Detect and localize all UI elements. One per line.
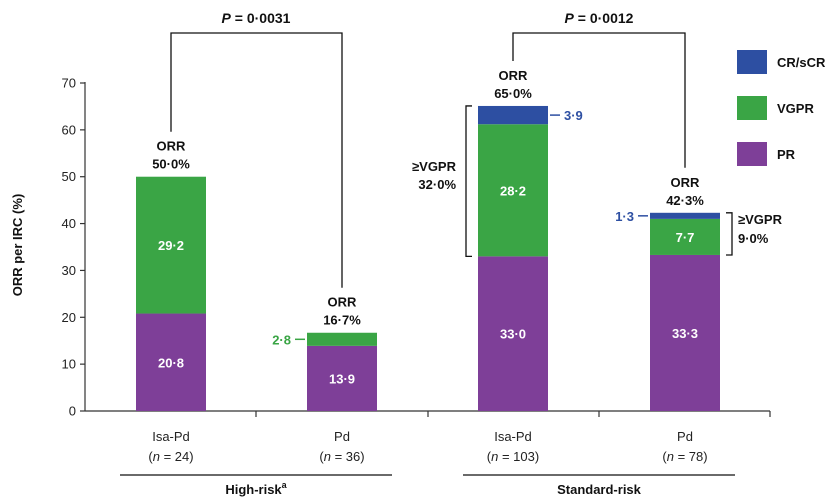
legend-label: CR/sCR bbox=[777, 55, 826, 70]
vgpr-bracket bbox=[465, 105, 472, 258]
orr-value: 16·7% bbox=[323, 313, 361, 328]
annotations: ORR 50·0% Isa-Pd (n = 24) ORR 16·7% Pd (n = 36)… bbox=[120, 10, 783, 497]
vgpr-bracket-label: ≥VGPR bbox=[738, 212, 783, 227]
vgpr-value-label: 28·2 bbox=[500, 183, 526, 198]
y-tick-label: 30 bbox=[62, 263, 76, 278]
vgpr-bracket-label: ≥VGPR bbox=[412, 159, 457, 174]
pr-value-label: 20·8 bbox=[158, 355, 184, 370]
orr-value: 65·0% bbox=[494, 86, 532, 101]
orr-value: 42·3% bbox=[666, 193, 704, 208]
legend-swatch bbox=[737, 50, 767, 74]
p-value-label: P = 0·0031 bbox=[222, 10, 291, 26]
vgpr-segment bbox=[307, 332, 377, 346]
pr-value-label: 33·3 bbox=[672, 326, 698, 341]
orr-label: ORR bbox=[499, 68, 529, 83]
vgpr-bracket-value: 9·0% bbox=[738, 231, 769, 246]
cr-outside-label: 1·3 bbox=[615, 209, 634, 224]
category-label: Isa-Pd bbox=[494, 429, 532, 444]
p-value-label: P = 0·0012 bbox=[565, 10, 634, 26]
p-value-bracket bbox=[512, 32, 686, 168]
n-label: (n = 103) bbox=[487, 449, 539, 464]
y-tick-label: 50 bbox=[62, 169, 76, 184]
pr-segment bbox=[478, 256, 548, 411]
orr-label: ORR bbox=[328, 295, 358, 310]
pr-segment bbox=[136, 313, 206, 411]
orr-label: ORR bbox=[671, 175, 701, 190]
vgpr-segment bbox=[650, 218, 720, 255]
y-tick-label: 20 bbox=[62, 310, 76, 325]
legend-label: VGPR bbox=[777, 101, 814, 116]
y-tick-label: 0 bbox=[69, 404, 76, 419]
pr-value-label: 13·9 bbox=[329, 371, 355, 386]
category-label: Pd bbox=[334, 429, 350, 444]
vgpr-value-label: 29·2 bbox=[158, 238, 184, 253]
bar-2: 13·9 bbox=[307, 332, 377, 411]
pr-value-label: 33·0 bbox=[500, 327, 526, 342]
pr-segment bbox=[307, 345, 377, 411]
legend-swatch bbox=[737, 96, 767, 120]
n-label: (n = 24) bbox=[148, 449, 193, 464]
y-tick-label: 60 bbox=[62, 122, 76, 137]
group-label: High-riska bbox=[225, 480, 287, 497]
vgpr-segment bbox=[136, 176, 206, 314]
cr-segment bbox=[650, 212, 720, 219]
vgpr-segment bbox=[478, 124, 548, 257]
category-label: Pd bbox=[677, 429, 693, 444]
orr-value: 50·0% bbox=[152, 157, 190, 172]
bar-1: 20·8 29·2 bbox=[136, 176, 206, 411]
n-label: (n = 36) bbox=[319, 449, 364, 464]
cr-outside-label: 3·9 bbox=[564, 108, 583, 123]
p-value-bracket bbox=[170, 32, 343, 288]
y-tick-label: 10 bbox=[62, 357, 76, 372]
group-label: Standard-risk bbox=[557, 482, 642, 497]
pr-segment bbox=[650, 254, 720, 411]
category-label: Isa-Pd bbox=[152, 429, 190, 444]
y-tick-label: 70 bbox=[62, 76, 76, 91]
orr-label: ORR bbox=[157, 139, 187, 154]
cr-segment bbox=[478, 105, 548, 125]
n-label: (n = 78) bbox=[662, 449, 707, 464]
bar-4: 33·3 7·7 bbox=[650, 212, 720, 411]
bars: 20·8 29·2 13·9 33·0 28·2 33·3 7·7 bbox=[136, 105, 720, 411]
legend-swatch bbox=[737, 142, 767, 166]
vgpr-bracket bbox=[726, 212, 733, 256]
legend-label: PR bbox=[777, 147, 796, 162]
legend: CR/sCR VGPR PR bbox=[737, 50, 826, 166]
y-tick-label: 40 bbox=[62, 216, 76, 231]
vgpr-value-label: 7·7 bbox=[676, 230, 695, 245]
vgpr-bracket-value: 32·0% bbox=[418, 177, 456, 192]
vgpr-outside-label: 2·8 bbox=[272, 332, 291, 347]
bar-3: 33·0 28·2 bbox=[478, 105, 548, 411]
y-axis-label: ORR per IRC (%) bbox=[10, 194, 25, 297]
